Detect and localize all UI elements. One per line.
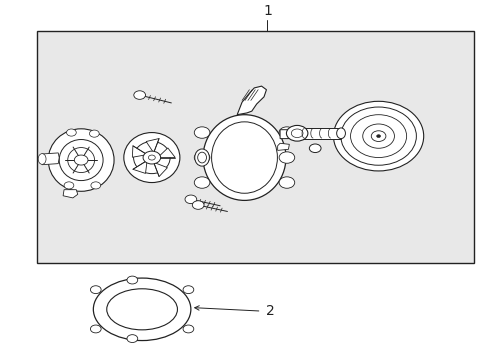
- Circle shape: [194, 127, 209, 138]
- Ellipse shape: [336, 128, 345, 139]
- Polygon shape: [299, 128, 340, 139]
- Circle shape: [134, 91, 145, 99]
- Circle shape: [148, 155, 155, 160]
- Circle shape: [90, 325, 101, 333]
- Circle shape: [192, 201, 203, 209]
- Ellipse shape: [123, 132, 180, 183]
- Circle shape: [309, 144, 321, 153]
- Ellipse shape: [59, 140, 103, 181]
- Polygon shape: [132, 146, 147, 157]
- Circle shape: [64, 182, 74, 189]
- Circle shape: [279, 152, 294, 163]
- Circle shape: [279, 127, 294, 138]
- Ellipse shape: [38, 154, 46, 164]
- Circle shape: [74, 155, 88, 165]
- Ellipse shape: [203, 115, 285, 201]
- Ellipse shape: [133, 141, 170, 174]
- Circle shape: [370, 131, 385, 141]
- Circle shape: [286, 125, 307, 141]
- Circle shape: [143, 151, 160, 164]
- Circle shape: [194, 177, 209, 188]
- Polygon shape: [280, 130, 298, 139]
- Polygon shape: [158, 148, 175, 158]
- Polygon shape: [42, 153, 59, 165]
- Polygon shape: [237, 86, 266, 115]
- Polygon shape: [277, 143, 289, 150]
- Bar: [37, 31, 473, 263]
- Ellipse shape: [340, 107, 415, 165]
- Polygon shape: [153, 162, 167, 176]
- Circle shape: [89, 130, 99, 137]
- Ellipse shape: [68, 148, 94, 172]
- Polygon shape: [63, 190, 78, 198]
- Circle shape: [127, 276, 138, 284]
- Circle shape: [291, 129, 303, 138]
- Circle shape: [183, 286, 193, 294]
- Circle shape: [184, 195, 196, 204]
- Ellipse shape: [93, 278, 190, 341]
- Circle shape: [127, 335, 138, 342]
- Ellipse shape: [211, 122, 277, 193]
- Ellipse shape: [350, 115, 406, 158]
- Circle shape: [183, 325, 193, 333]
- Circle shape: [91, 182, 101, 189]
- Ellipse shape: [194, 149, 209, 166]
- Circle shape: [66, 129, 76, 136]
- Ellipse shape: [333, 101, 423, 171]
- Ellipse shape: [106, 289, 177, 330]
- Circle shape: [279, 177, 294, 188]
- Ellipse shape: [362, 124, 394, 148]
- Circle shape: [376, 135, 380, 138]
- Text: 2: 2: [266, 304, 275, 318]
- Text: 1: 1: [263, 4, 271, 18]
- Polygon shape: [133, 161, 147, 174]
- Circle shape: [90, 286, 101, 294]
- Polygon shape: [146, 139, 159, 153]
- Circle shape: [194, 152, 209, 163]
- Ellipse shape: [197, 152, 206, 163]
- Ellipse shape: [48, 129, 114, 191]
